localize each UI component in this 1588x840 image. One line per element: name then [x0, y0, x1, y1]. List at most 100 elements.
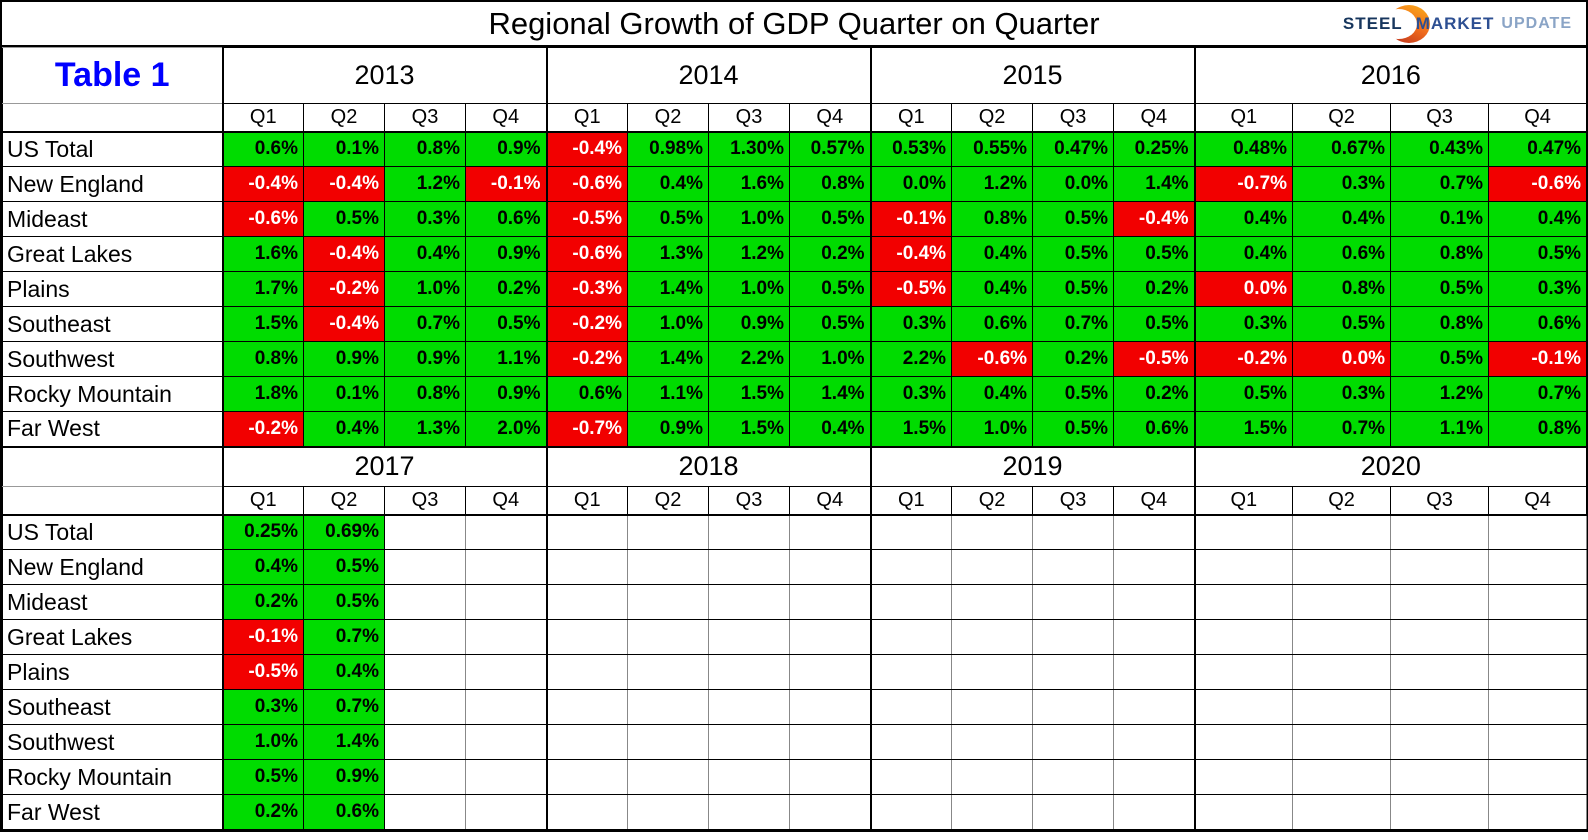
gdp-cell: 0.8% — [384, 131, 466, 167]
quarter-header: Q4 — [464, 486, 548, 516]
gdp-cell-empty — [1488, 584, 1588, 620]
gdp-cell-empty — [1032, 584, 1115, 620]
gdp-cell-empty — [789, 654, 872, 690]
quarter-header: Q4 — [1113, 486, 1196, 516]
gdp-cell-empty — [1488, 549, 1588, 585]
gdp-cell: 0.7% — [384, 306, 466, 342]
gdp-cell: 0.4% — [1193, 236, 1294, 272]
gdp-cell: 0.7% — [1032, 306, 1115, 342]
gdp-cell: -0.2% — [545, 341, 629, 377]
gdp-cell-empty — [789, 584, 872, 620]
gdp-cell: 0.3% — [384, 201, 466, 237]
table-row-year-header: 2017 2018 2019 2020 — [2, 445, 1588, 487]
table-row: Rocky Mountain 1.8% 0.1% 0.8% 0.9% 0.6% 1.1% 1.… — [2, 376, 1588, 412]
table-label-cell: Table 1 — [2, 47, 224, 104]
gdp-cell: 1.0% — [627, 306, 710, 342]
gdp-cell-empty — [1113, 759, 1196, 795]
gdp-cell-empty — [869, 724, 953, 760]
gdp-cell-empty — [708, 724, 791, 760]
gdp-cell: -0.6% — [1488, 166, 1588, 202]
gdp-cell-empty — [951, 619, 1034, 655]
gdp-cell-empty — [627, 584, 710, 620]
gdp-cell: 1.4% — [627, 271, 710, 307]
gdp-cell: -0.1% — [869, 201, 953, 237]
gdp-cell-empty — [627, 514, 710, 550]
gdp-cell-empty — [708, 549, 791, 585]
gdp-cell: -0.4% — [303, 306, 385, 342]
gdp-cell: 1.7% — [221, 271, 304, 307]
region-label: New England — [2, 166, 224, 202]
region-label: US Total — [2, 514, 224, 550]
year-header-2014: 2014 — [545, 47, 872, 104]
gdp-cell: 0.69% — [303, 514, 385, 550]
gdp-cell: 0.8% — [951, 201, 1034, 237]
gdp-cell-empty — [1032, 619, 1115, 655]
quarter-header: Q2 — [951, 103, 1034, 133]
gdp-cell: 0.67% — [1292, 131, 1392, 167]
gdp-cell-empty — [789, 619, 872, 655]
quarter-header: Q1 — [545, 103, 629, 133]
gdp-cell: -0.6% — [545, 236, 629, 272]
gdp-cell: 0.8% — [1292, 271, 1392, 307]
table-row: Mideast 0.2% 0.5% — [2, 584, 1588, 620]
gdp-cell-empty — [1113, 514, 1196, 550]
gdp-cell-empty — [384, 549, 466, 585]
gdp-cell: 0.3% — [1292, 166, 1392, 202]
gdp-cell: 0.5% — [1390, 341, 1490, 377]
gdp-cell: 0.5% — [627, 201, 710, 237]
logo-market-text: MARKET — [1415, 13, 1495, 33]
gdp-cell-empty — [1032, 689, 1115, 725]
quarter-header: Q2 — [303, 486, 385, 516]
gdp-cell-empty — [384, 654, 466, 690]
gdp-cell-empty — [951, 794, 1034, 830]
gdp-cell-empty — [1390, 549, 1490, 585]
gdp-cell-empty — [384, 794, 466, 830]
gdp-cell-empty — [1488, 794, 1588, 830]
gdp-cell-empty — [869, 794, 953, 830]
gdp-cell-empty — [1032, 724, 1115, 760]
gdp-cell-empty — [1032, 654, 1115, 690]
gdp-cell-empty — [464, 549, 548, 585]
region-label: Far West — [2, 794, 224, 830]
gdp-cell: 0.57% — [789, 131, 872, 167]
label-spacer-cell — [2, 445, 224, 487]
gdp-cell-empty — [464, 654, 548, 690]
gdp-cell: 0.53% — [869, 131, 953, 167]
gdp-cell-empty — [1292, 549, 1392, 585]
quarter-header: Q2 — [1292, 486, 1392, 516]
gdp-cell-empty — [545, 584, 629, 620]
gdp-cell: 0.4% — [221, 549, 304, 585]
gdp-cell-empty — [464, 759, 548, 795]
gdp-cell-empty — [1488, 759, 1588, 795]
gdp-cell: 1.5% — [708, 411, 791, 447]
region-label: Southeast — [2, 689, 224, 725]
gdp-cell: 0.5% — [1032, 411, 1115, 447]
gdp-cell-empty — [384, 724, 466, 760]
gdp-cell: 0.7% — [1488, 376, 1588, 412]
quarter-header: Q2 — [627, 103, 710, 133]
gdp-cell-empty — [789, 689, 872, 725]
quarter-header: Q1 — [1193, 103, 1294, 133]
gdp-cell-empty — [1292, 794, 1392, 830]
gdp-cell-empty — [545, 654, 629, 690]
year-header-2015: 2015 — [869, 47, 1196, 104]
gdp-cell-empty — [1390, 724, 1490, 760]
table-row: Southwest 0.8% 0.9% 0.9% 1.1% -0.2% 1.4% 2.2% 1.… — [2, 341, 1588, 377]
table-row: Great Lakes 1.6% -0.4% 0.4% 0.9% -0.6% 1.3% 1.2… — [2, 236, 1588, 272]
gdp-cell: 0.3% — [869, 306, 953, 342]
gdp-cell-empty — [869, 619, 953, 655]
gdp-cell: 0.7% — [1390, 166, 1490, 202]
gdp-cell-empty — [1113, 794, 1196, 830]
gdp-cell-empty — [464, 689, 548, 725]
gdp-cell: -0.6% — [545, 166, 629, 202]
gdp-cell-empty — [1113, 654, 1196, 690]
gdp-cell-empty — [545, 724, 629, 760]
gdp-cell-empty — [1488, 724, 1588, 760]
gdp-cell-empty — [1292, 759, 1392, 795]
gdp-cell: 0.5% — [1488, 236, 1588, 272]
gdp-cell-empty — [1193, 654, 1294, 690]
region-label: Southwest — [2, 341, 224, 377]
gdp-cell-empty — [708, 794, 791, 830]
gdp-cell: -0.6% — [951, 341, 1034, 377]
gdp-cell: -0.1% — [464, 166, 548, 202]
